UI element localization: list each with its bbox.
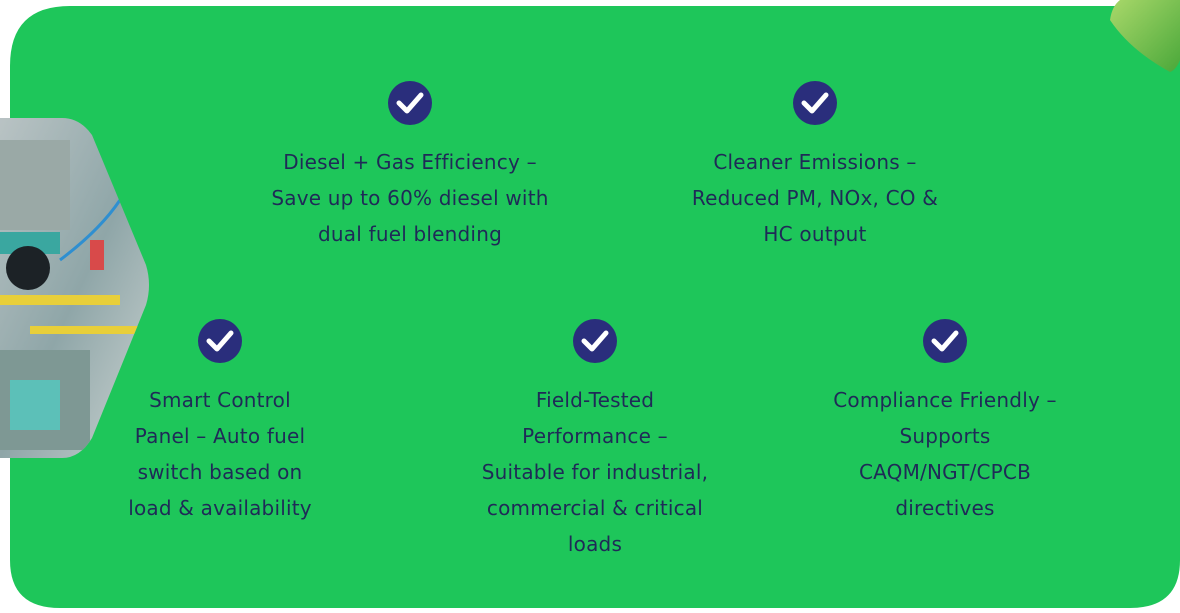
feature-text: Cleaner Emissions –: [625, 144, 1005, 180]
check-icon: [572, 318, 618, 364]
feature-section: Diesel + Gas Efficiency –Save up to 60% …: [0, 0, 1180, 613]
feature-text: switch based on: [30, 454, 410, 490]
feature-text: Panel – Auto fuel: [30, 418, 410, 454]
check-icon: [922, 318, 968, 364]
feature-text: Diesel + Gas Efficiency –: [220, 144, 600, 180]
check-icon: [792, 80, 838, 126]
feature-item: Diesel + Gas Efficiency –Save up to 60% …: [220, 80, 600, 252]
feature-text: Compliance Friendly –: [755, 382, 1135, 418]
feature-text: HC output: [625, 216, 1005, 252]
feature-text: load & availability: [30, 490, 410, 526]
feature-text: Smart Control: [30, 382, 410, 418]
feature-text: Field-Tested: [405, 382, 785, 418]
feature-text: dual fuel blending: [220, 216, 600, 252]
feature-text: Save up to 60% diesel with: [220, 180, 600, 216]
feature-text: commercial & critical: [405, 490, 785, 526]
feature-text: Supports: [755, 418, 1135, 454]
feature-text: directives: [755, 490, 1135, 526]
feature-text: Reduced PM, NOx, CO &: [625, 180, 1005, 216]
check-icon: [197, 318, 243, 364]
feature-text: Suitable for industrial,: [405, 454, 785, 490]
feature-text: CAQM/NGT/CPCB: [755, 454, 1135, 490]
feature-text: Performance –: [405, 418, 785, 454]
check-icon: [387, 80, 433, 126]
feature-text: loads: [405, 526, 785, 562]
feature-item: Cleaner Emissions –Reduced PM, NOx, CO &…: [625, 80, 1005, 252]
